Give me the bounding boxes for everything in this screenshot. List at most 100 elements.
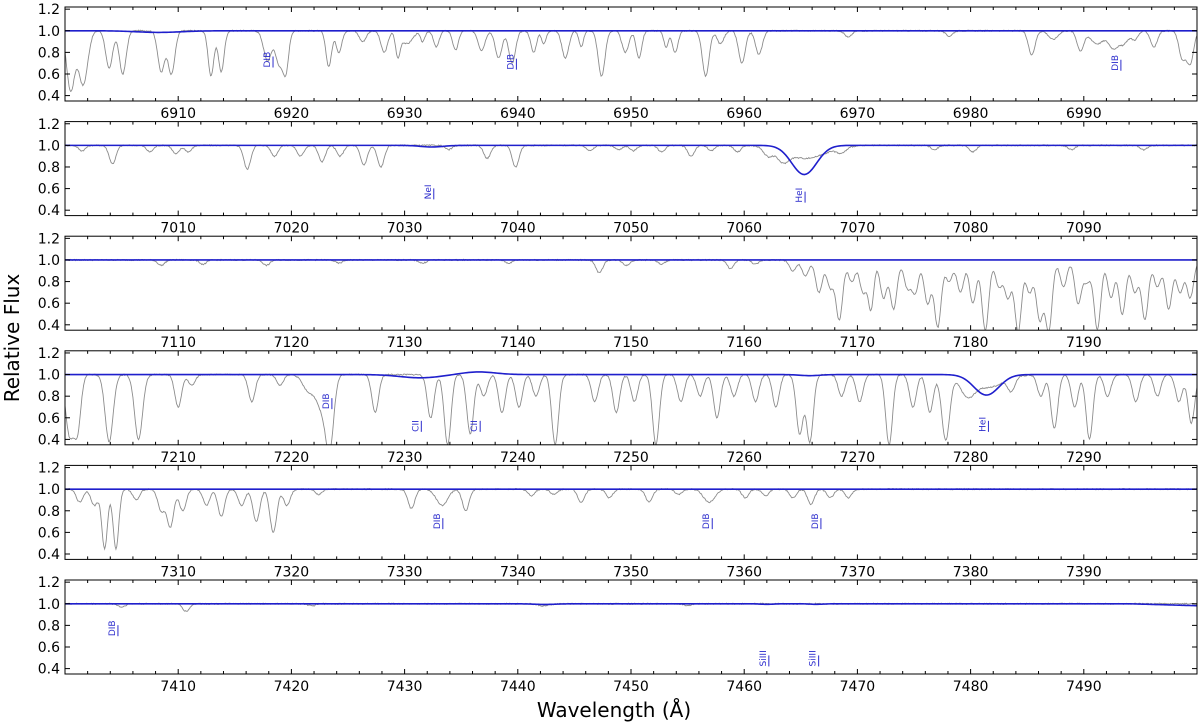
observed-spectrum [65, 373, 1197, 445]
x-tick-label: 7320 [274, 564, 310, 580]
x-tick-label: 7380 [953, 564, 989, 580]
y-tick-label: 0.4 [38, 203, 60, 219]
x-tick-label: 7150 [613, 335, 649, 351]
x-tick-label: 6950 [613, 106, 649, 122]
y-tick-label: 0.6 [38, 640, 60, 656]
y-tick-label: 0.4 [38, 662, 60, 678]
x-tick-label: 6930 [387, 106, 423, 122]
spectrum-panel-6: 0.4 0.6 0.8 1.0 1.2 7410 7420 7430 7440 7450 7460 7… [38, 575, 1198, 695]
x-tick-label: 7450 [613, 679, 649, 695]
y-tick-label: 0.6 [38, 67, 60, 83]
line-id-label: HeI [978, 417, 988, 432]
x-tick-label: 7370 [840, 564, 876, 580]
observed-spectrum [65, 487, 1197, 551]
axes-frame [64, 6, 1198, 102]
y-tick-label: 0.8 [38, 160, 60, 176]
line-id-label: DIB [263, 52, 273, 68]
x-tick-label: 7160 [726, 335, 762, 351]
line-id-label: DIB [702, 513, 712, 529]
x-tick-label: 7310 [160, 564, 196, 580]
line-id-label: DIB [108, 620, 118, 636]
spectrum-panel-4: 0.4 0.6 0.8 1.0 1.2 7210 7220 7230 7240 7250 7260 7… [38, 346, 1198, 466]
line-id-dib: DIB [702, 513, 713, 530]
y-tick-label: 0.4 [38, 318, 60, 334]
y-tick-label: 1.2 [38, 575, 60, 591]
axes-frame [64, 579, 1198, 675]
y-tick-label: 1.0 [38, 597, 60, 613]
y-tick-label: 0.8 [38, 504, 60, 520]
x-tick-label: 7050 [613, 221, 649, 237]
line-id-label: CII [411, 420, 421, 432]
spectrum-panel-3: 0.4 0.6 0.8 1.0 1.2 7110 7120 7130 7140 7150 7160 7… [38, 231, 1198, 351]
x-tick-label: 7030 [387, 221, 423, 237]
y-tick-label: 1.2 [38, 346, 60, 362]
x-tick-label: 7170 [840, 335, 876, 351]
observed-spectrum [65, 143, 1197, 171]
y-tick-label: 1.0 [38, 368, 60, 384]
x-tick-label: 7440 [500, 679, 536, 695]
y-tick-label: 0.6 [38, 411, 60, 427]
x-tick-label: 7260 [726, 450, 762, 466]
y-tick-label: 1.0 [38, 253, 60, 269]
model-spectrum [65, 602, 1197, 607]
x-tick-label: 6910 [160, 106, 196, 122]
x-tick-label: 7240 [500, 450, 536, 466]
model-spectrum [65, 144, 1197, 176]
x-tick-label: 7220 [274, 450, 310, 466]
line-id-nei: NeI [424, 184, 435, 200]
x-tick-label: 7280 [953, 450, 989, 466]
x-tick-label: 7060 [726, 221, 762, 237]
x-axis-title: Wavelength (Å) [537, 698, 691, 722]
x-tick-label: 7230 [387, 450, 423, 466]
line-id-label: DIB [322, 393, 332, 409]
x-tick-label: 7330 [387, 564, 423, 580]
y-tick-label: 0.4 [38, 547, 60, 563]
line-id-siiii: SiIII [759, 650, 770, 667]
x-tick-label: 7350 [613, 564, 649, 580]
line-id-label: CII [470, 420, 480, 432]
line-id-label: NeI [424, 184, 434, 199]
line-id-hei: HeI [978, 417, 989, 432]
y-tick-label: 1.0 [38, 482, 60, 498]
y-tick-label: 0.4 [38, 89, 60, 105]
line-id-dib: DIB [322, 393, 333, 410]
line-id-label: DIB [433, 513, 443, 529]
x-tick-label: 7250 [613, 450, 649, 466]
y-axis-title: Relative Flux [0, 274, 24, 403]
line-id-dib: DIB [263, 52, 274, 68]
spectrum-panel-5: 0.4 0.6 0.8 1.0 1.2 7310 7320 7330 7340 7350 7360 7… [38, 461, 1198, 580]
line-id-label: HeI [795, 188, 805, 203]
x-tick-label: 7130 [387, 335, 423, 351]
x-tick-label: 7390 [1066, 564, 1102, 580]
y-tick-label: 0.8 [38, 618, 60, 634]
x-tick-label: 7210 [160, 450, 196, 466]
axes-frame [64, 235, 1198, 331]
line-id-label: SiIII [759, 650, 769, 666]
line-id-label: SiIII [809, 650, 819, 666]
model-spectrum [65, 29, 1197, 34]
x-tick-label: 6920 [274, 106, 310, 122]
line-id-siiii: SiIII [809, 650, 820, 667]
y-tick-label: 0.8 [38, 275, 60, 291]
x-tick-label: 7410 [160, 679, 196, 695]
line-id-dib: DIB [433, 513, 444, 530]
x-tick-label: 7290 [1066, 450, 1102, 466]
x-tick-label: 7080 [953, 221, 989, 237]
line-id-cii: CII [411, 420, 422, 432]
y-tick-label: 0.8 [38, 389, 60, 405]
line-id-label: DIB [1111, 55, 1121, 71]
x-tick-label: 6940 [500, 106, 536, 122]
x-tick-label: 7010 [160, 221, 196, 237]
x-tick-label: 6980 [953, 106, 989, 122]
line-id-label: DIB [506, 54, 516, 70]
x-tick-label: 7110 [160, 335, 196, 351]
y-tick-label: 0.6 [38, 525, 60, 541]
y-tick-label: 1.2 [38, 117, 60, 133]
y-tick-label: 1.0 [38, 138, 60, 154]
y-tick-label: 1.2 [38, 231, 60, 247]
y-tick-label: 1.0 [38, 24, 60, 40]
observed-spectrum [65, 258, 1197, 331]
line-id-cii: CII [470, 420, 481, 432]
x-tick-label: 7430 [387, 679, 423, 695]
